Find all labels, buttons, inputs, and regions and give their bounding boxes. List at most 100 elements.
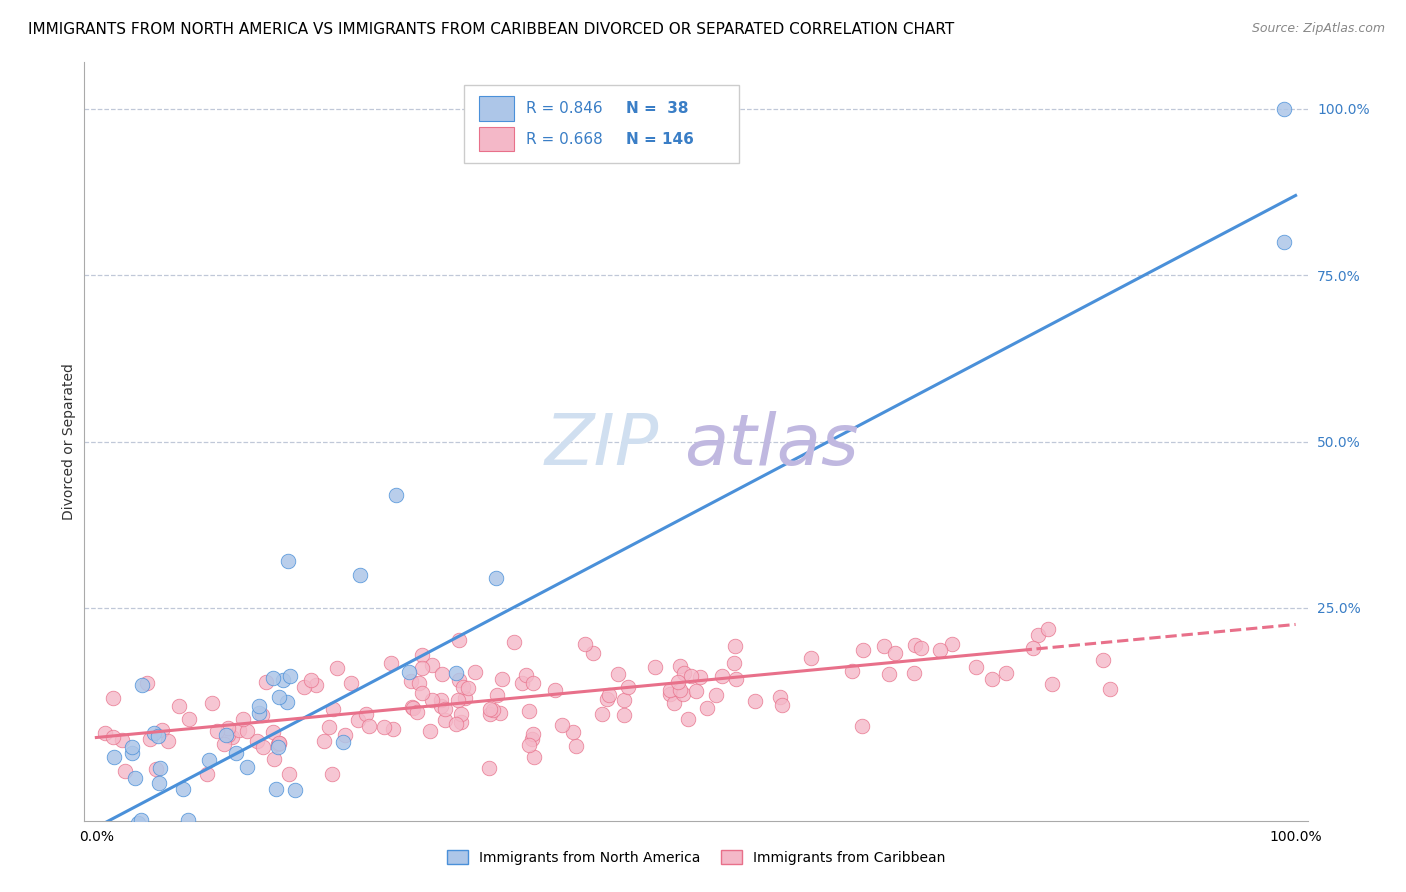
Point xyxy=(228,723,250,737)
Point xyxy=(267,736,290,750)
Point xyxy=(373,720,395,734)
FancyBboxPatch shape xyxy=(464,85,738,162)
Point xyxy=(449,633,471,648)
Point xyxy=(433,702,456,716)
Point xyxy=(658,683,681,698)
Point xyxy=(347,713,370,727)
Text: N = 146: N = 146 xyxy=(626,132,695,146)
Point xyxy=(101,691,124,706)
Point xyxy=(664,696,686,710)
Point xyxy=(800,651,823,665)
Point xyxy=(214,728,236,742)
Point xyxy=(1099,682,1122,697)
Point xyxy=(169,829,191,843)
Point xyxy=(1091,653,1114,667)
Point xyxy=(613,707,636,722)
Point xyxy=(484,570,506,584)
Point xyxy=(517,704,540,718)
Point xyxy=(903,665,925,680)
Point xyxy=(236,724,259,739)
Point xyxy=(510,675,533,690)
Point xyxy=(666,674,689,689)
Point xyxy=(277,554,299,568)
Point xyxy=(305,678,328,692)
Point xyxy=(420,658,443,673)
Point xyxy=(127,816,149,830)
Text: IMMIGRANTS FROM NORTH AMERICA VS IMMIGRANTS FROM CARIBBEAN DIVORCED OR SEPARATED: IMMIGRANTS FROM NORTH AMERICA VS IMMIGRA… xyxy=(28,22,955,37)
Point xyxy=(562,724,585,739)
Point xyxy=(139,731,162,746)
Point xyxy=(406,705,429,719)
Y-axis label: Divorced or Separated: Divorced or Separated xyxy=(62,363,76,520)
Point xyxy=(267,739,290,754)
Point xyxy=(1026,628,1049,642)
Point xyxy=(503,634,526,648)
Point xyxy=(852,643,875,657)
Point xyxy=(254,674,277,689)
Point xyxy=(121,746,143,760)
Point xyxy=(267,738,290,752)
Point xyxy=(148,729,170,743)
Point xyxy=(704,688,727,702)
Point xyxy=(201,696,224,710)
Point xyxy=(262,725,284,739)
Point xyxy=(613,693,636,707)
Point xyxy=(607,667,630,681)
Point xyxy=(724,673,747,687)
Point xyxy=(354,707,377,722)
Point xyxy=(616,680,638,694)
Point xyxy=(453,690,475,705)
Point xyxy=(1272,102,1295,116)
Point xyxy=(292,680,315,694)
Point xyxy=(904,638,927,652)
Point xyxy=(485,688,508,702)
Point xyxy=(523,750,546,764)
Point xyxy=(422,693,444,707)
Point xyxy=(143,726,166,740)
Point xyxy=(1021,640,1043,655)
Point xyxy=(195,767,218,781)
Point xyxy=(205,723,228,738)
Point xyxy=(246,733,269,747)
Point xyxy=(247,698,270,713)
Point xyxy=(598,688,620,702)
Point xyxy=(851,719,873,733)
Point xyxy=(150,723,173,737)
Point xyxy=(263,752,285,766)
Point xyxy=(522,676,544,690)
Point xyxy=(408,675,430,690)
Point xyxy=(910,640,932,655)
Point xyxy=(129,814,152,828)
Point xyxy=(724,639,747,653)
Point xyxy=(873,639,896,653)
Point xyxy=(565,739,588,753)
Point xyxy=(544,682,567,697)
Point xyxy=(430,667,453,681)
Point xyxy=(335,728,357,742)
Point xyxy=(517,738,540,752)
Point xyxy=(744,694,766,708)
Point xyxy=(385,488,408,502)
Text: Source: ZipAtlas.com: Source: ZipAtlas.com xyxy=(1251,22,1385,36)
Point xyxy=(145,762,167,776)
Legend: Immigrants from North America, Immigrants from Caribbean: Immigrants from North America, Immigrant… xyxy=(441,845,950,871)
Point xyxy=(236,760,259,774)
Point xyxy=(318,720,340,734)
Point xyxy=(382,722,405,736)
Point xyxy=(177,813,200,827)
Point xyxy=(478,702,501,716)
Point xyxy=(678,712,700,726)
Point xyxy=(696,700,718,714)
Point xyxy=(723,656,745,670)
Point xyxy=(349,567,371,582)
Point xyxy=(429,698,451,713)
Point xyxy=(278,767,301,781)
Point xyxy=(464,665,486,680)
Point xyxy=(276,695,298,709)
Point xyxy=(685,683,707,698)
Point xyxy=(1040,677,1063,691)
Point xyxy=(156,733,179,747)
Point xyxy=(402,700,425,714)
Point xyxy=(582,646,605,660)
Point xyxy=(411,648,433,662)
